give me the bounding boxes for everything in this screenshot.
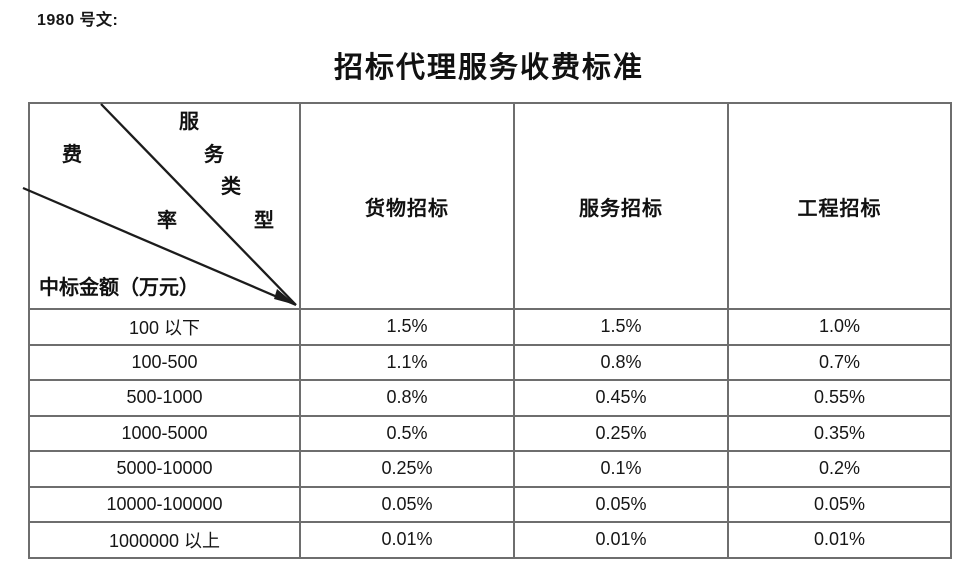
rate-cell: 0.35%: [727, 414, 952, 452]
amount-range-cell: 500-1000: [28, 379, 301, 417]
corner-service-type-char: 型: [254, 210, 274, 232]
rate-cell: 0.5%: [299, 414, 515, 452]
rate-cell: 0.8%: [513, 343, 729, 381]
rate-cell: 0.55%: [727, 379, 952, 417]
column-header-engineering: 工程招标: [727, 102, 952, 310]
rate-cell: 1.5%: [513, 308, 729, 346]
amount-range-cell: 5000-10000: [28, 450, 301, 488]
rate-cell: 0.25%: [299, 450, 515, 488]
corner-service-type-char: 服: [179, 111, 199, 133]
amount-range-cell: 1000000 以上: [28, 521, 301, 559]
diagonal-split-lines: [22, 103, 297, 307]
corner-fee-rate-char: 费: [62, 144, 82, 166]
rate-cell: 1.0%: [727, 308, 952, 346]
header-row: 服 务 类 型 费 率 中标金额（万元） 货物招标 服务招标 工程招标: [22, 102, 952, 310]
page-title: 招标代理服务收费标准: [333, 52, 644, 84]
table-row: 100-500 1.1% 0.8% 0.7%: [28, 343, 952, 381]
rate-cell: 0.01%: [513, 521, 729, 559]
rate-cell: 0.01%: [299, 521, 515, 559]
rate-cell: 0.1%: [513, 450, 729, 488]
corner-service-type-char: 务: [204, 144, 224, 166]
rate-cell: 0.05%: [299, 485, 515, 523]
table-row: 1000000 以上 0.01% 0.01% 0.01%: [28, 521, 952, 559]
rate-cell: 0.45%: [513, 379, 729, 417]
table-corner-cell: 服 务 类 型 费 率 中标金额（万元）: [22, 102, 301, 310]
column-header-service: 服务招标: [513, 102, 729, 310]
amount-range-cell: 100 以下: [28, 308, 301, 346]
rate-cell: 0.7%: [727, 343, 952, 381]
rate-cell: 0.2%: [727, 450, 952, 488]
corner-service-type-char: 类: [221, 176, 241, 198]
corner-amount-label: 中标金额（万元）: [39, 277, 199, 299]
column-header-goods: 货物招标: [299, 102, 515, 310]
rate-cell: 0.01%: [727, 521, 952, 559]
table-row: 5000-10000 0.25% 0.1% 0.2%: [28, 450, 952, 488]
amount-range-cell: 100-500: [28, 343, 301, 381]
doc-number-label: 1980 号文:: [37, 12, 119, 29]
rate-cell: 1.1%: [299, 343, 515, 381]
amount-range-cell: 10000-100000: [28, 485, 301, 523]
fee-table-body: 100 以下 1.5% 1.5% 1.0% 100-500 1.1% 0.8% 0.7% 500…: [28, 308, 952, 559]
corner-fee-rate-char: 率: [157, 210, 177, 232]
rate-cell: 0.8%: [299, 379, 515, 417]
table-row: 100 以下 1.5% 1.5% 1.0%: [28, 308, 952, 346]
rate-cell: 0.25%: [513, 414, 729, 452]
table-row: 1000-5000 0.5% 0.25% 0.35%: [28, 414, 952, 452]
amount-range-cell: 1000-5000: [28, 414, 301, 452]
rate-cell: 1.5%: [299, 308, 515, 346]
fee-standard-table: 服 务 类 型 费 率 中标金额（万元） 货物招标 服务招标 工程招标 100 …: [22, 102, 952, 559]
rate-cell: 0.05%: [513, 485, 729, 523]
rate-cell: 0.05%: [727, 485, 952, 523]
arrowhead-icon: [274, 289, 296, 305]
table-row: 500-1000 0.8% 0.45% 0.55%: [28, 379, 952, 417]
table-row: 10000-100000 0.05% 0.05% 0.05%: [28, 485, 952, 523]
